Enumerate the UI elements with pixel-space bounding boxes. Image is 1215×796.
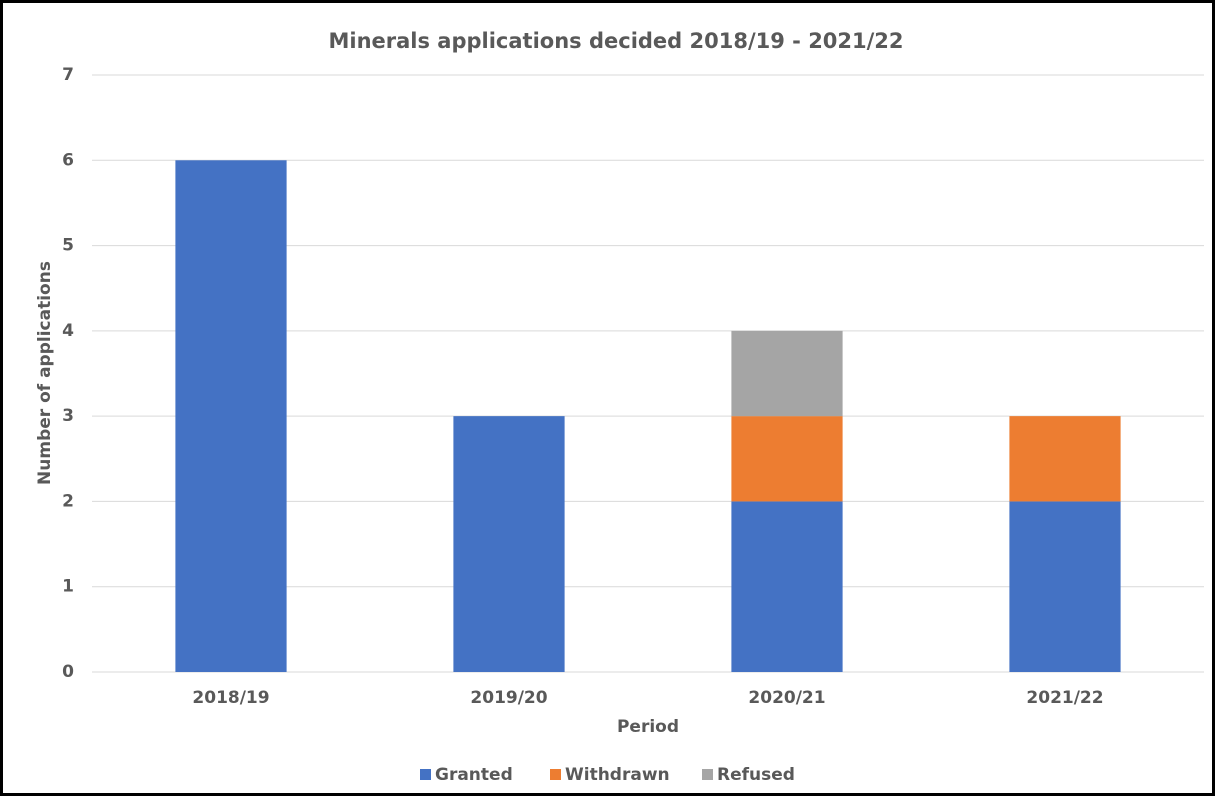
legend-label: Withdrawn: [565, 765, 670, 785]
y-tick-label: 0: [62, 662, 74, 682]
y-tick-label: 7: [62, 65, 74, 85]
y-axis-label: Number of applications: [35, 261, 55, 485]
y-tick-label: 1: [62, 577, 74, 597]
legend-swatch: [550, 769, 561, 780]
x-tick-label: 2018/19: [192, 688, 269, 708]
y-tick-label: 2: [62, 491, 74, 511]
legend-label: Refused: [717, 765, 795, 785]
bar-segment: [731, 416, 843, 502]
x-tick-label: 2020/21: [748, 688, 825, 708]
bar-segment: [731, 501, 843, 672]
y-tick-label: 4: [62, 321, 74, 341]
legend-label: Granted: [435, 765, 513, 785]
y-tick-label: 3: [62, 406, 74, 426]
chart-title: Minerals applications decided 2018/19 - …: [328, 29, 903, 53]
bar-segment: [453, 416, 565, 672]
y-tick-label: 6: [62, 150, 74, 170]
legend-swatch: [702, 769, 713, 780]
y-tick-label: 5: [62, 236, 74, 256]
bar-segment: [1009, 416, 1121, 502]
legend-swatch: [420, 769, 431, 780]
x-axis-label: Period: [617, 717, 679, 737]
x-tick-label: 2021/22: [1026, 688, 1103, 708]
bar-segment: [175, 160, 287, 673]
bar-segment: [731, 330, 843, 417]
bar-segment: [1009, 501, 1121, 672]
x-tick-label: 2019/20: [470, 688, 547, 708]
